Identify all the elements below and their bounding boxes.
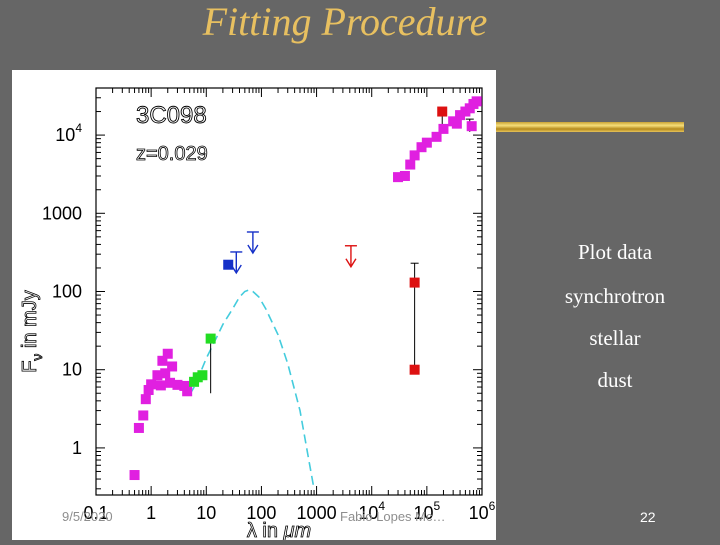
data-point-magenta xyxy=(451,118,462,129)
data-point-blue xyxy=(223,259,234,270)
y-axis-label: Fν in mJy xyxy=(19,290,45,373)
data-point-magenta xyxy=(165,377,176,388)
data-point-red xyxy=(437,106,448,117)
data-point-magenta xyxy=(409,150,420,161)
data-point-magenta xyxy=(399,170,410,181)
data-point-magenta xyxy=(421,137,432,148)
data-point-magenta xyxy=(431,131,442,142)
data-point-magenta xyxy=(416,142,427,153)
data-point-magenta xyxy=(466,121,477,132)
data-point-magenta xyxy=(160,368,171,379)
dust-model-curve xyxy=(189,288,315,489)
data-point-magenta xyxy=(138,410,149,421)
dust-curve-group xyxy=(189,288,315,489)
x-tick-exponent: 4 xyxy=(378,499,385,513)
data-point-magenta xyxy=(157,355,168,366)
data-point-magenta xyxy=(140,394,151,405)
data-point-green xyxy=(197,370,208,381)
error-bars-group xyxy=(206,107,474,394)
y-tick-label: 1 xyxy=(72,438,82,458)
x-tick-label: 1000 xyxy=(297,503,337,523)
y-tick-exponent: 4 xyxy=(75,121,82,135)
slide-title: Fitting Procedure xyxy=(202,0,488,44)
x-tick-exponent: 5 xyxy=(434,499,441,513)
y-tick-label: 104 xyxy=(55,121,82,145)
x-tick-label: 106 xyxy=(469,499,496,523)
data-point-magenta xyxy=(152,370,163,381)
legend-stellar: stellar xyxy=(589,326,641,350)
footer-author: Fabio Lopes Mc… xyxy=(340,509,446,524)
upper-limit-arrowhead xyxy=(230,264,242,275)
y-axis-label-main: F xyxy=(19,361,41,373)
decorative-gold-bar xyxy=(492,122,684,132)
plot-panel: 0.1 1 10 100 1000 104 105 106 1 10 100 1000 104 3C09… xyxy=(12,70,496,543)
data-point-green xyxy=(205,333,216,344)
x-axis-label-unit: μm xyxy=(283,520,312,540)
data-point-magenta xyxy=(162,348,173,359)
upper-limits-group xyxy=(230,231,357,275)
x-tick-exponent: 6 xyxy=(489,499,496,513)
legend-dust: dust xyxy=(597,368,633,392)
data-point-magenta xyxy=(393,172,404,183)
data-point-magenta xyxy=(143,385,154,396)
chart-labels-group: 3C098 z=0.029 λ in μm Fν in mJy xyxy=(19,102,312,543)
y-tick-label: 100 xyxy=(52,282,82,302)
data-point-magenta xyxy=(129,470,140,481)
data-point-magenta xyxy=(155,380,166,391)
data-points-group xyxy=(129,96,482,481)
footer-date: 9/5/2020 xyxy=(62,509,113,524)
x-axis-label-prefix: λ in xyxy=(247,520,284,540)
data-point-magenta xyxy=(167,361,178,372)
data-point-magenta xyxy=(179,380,190,391)
data-point-magenta xyxy=(133,422,144,433)
y-axis-label-suffix: in mJy xyxy=(19,290,41,353)
data-point-magenta xyxy=(455,110,466,121)
x-tick-label: 100 xyxy=(246,503,276,523)
x-axis-label: λ in μm xyxy=(247,520,311,540)
y-axis-label-sub: ν xyxy=(29,354,45,361)
page-number: 22 xyxy=(640,509,656,525)
x-tick-label: 0.1 xyxy=(83,503,108,523)
data-point-magenta xyxy=(182,386,193,397)
legend-synchrotron: synchrotron xyxy=(564,284,666,308)
data-point-magenta xyxy=(405,159,416,170)
redshift-label: z=0.029 xyxy=(136,143,208,165)
legend-plot-data: Plot data xyxy=(577,240,653,264)
data-point-red xyxy=(409,277,420,288)
data-point-magenta xyxy=(146,379,157,390)
y-tick-label: 1000 xyxy=(42,203,82,223)
data-point-magenta xyxy=(438,123,449,134)
x-tick-label: 1 xyxy=(146,503,156,523)
object-label: 3C098 xyxy=(136,102,207,129)
data-point-magenta xyxy=(471,96,482,107)
upper-limit-arrowhead xyxy=(345,258,357,269)
y-tick-label: 10 xyxy=(62,360,82,380)
data-point-magenta xyxy=(172,379,183,390)
x-tick-label: 10 xyxy=(196,503,216,523)
upper-limit-arrowhead xyxy=(247,244,259,255)
data-point-red xyxy=(409,364,420,375)
